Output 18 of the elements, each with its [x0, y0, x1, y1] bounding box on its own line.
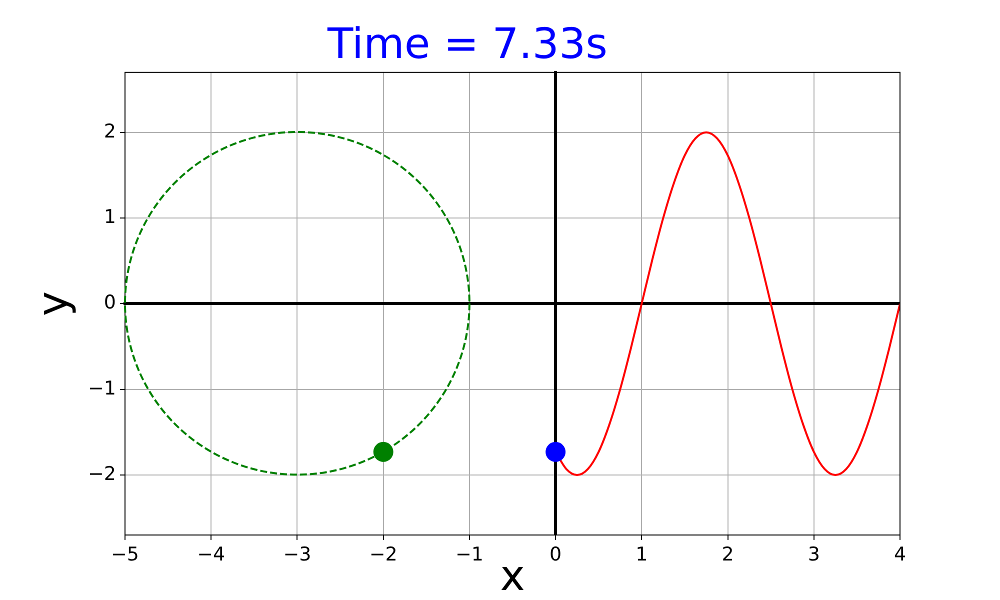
y-tick-label: −1	[88, 377, 116, 400]
x-axis-title: x	[500, 550, 525, 600]
x-tick-label: 1	[636, 543, 648, 566]
y-axis-title: y	[28, 291, 77, 316]
x-tick-label: −3	[283, 543, 312, 566]
x-tick-label: 3	[808, 543, 820, 566]
x-tick-label: −4	[197, 543, 226, 566]
x-tick-label: −1	[455, 543, 484, 566]
y-tick-label: 1	[104, 206, 116, 228]
chart-title: Time = 7.33s	[326, 19, 608, 68]
y-tick-label: −2	[88, 462, 116, 485]
x-tick-label: 2	[722, 543, 734, 566]
x-tick-label: 4	[894, 543, 906, 566]
x-tick-label: −5	[110, 543, 140, 566]
x-tick-label: −2	[369, 543, 398, 566]
y-tick-label: 2	[104, 120, 116, 142]
x-tick-label: 0	[550, 543, 562, 566]
y-tick-label: 0	[104, 292, 116, 314]
